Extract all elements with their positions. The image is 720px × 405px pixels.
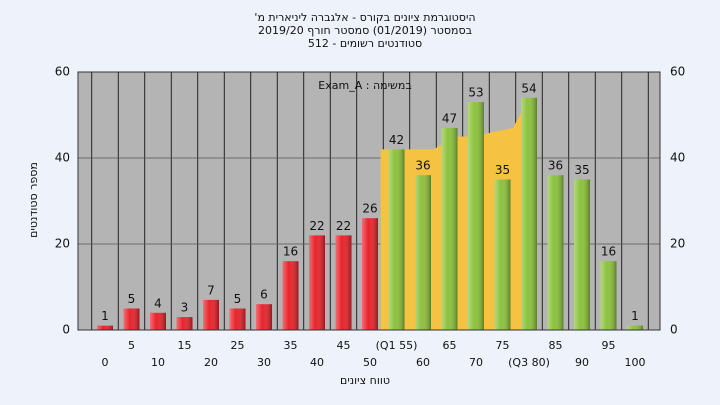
data-label: 6 xyxy=(260,288,268,302)
data-label: 1 xyxy=(631,309,639,323)
bar-shade xyxy=(574,179,590,330)
y-tick-label: 40 xyxy=(55,151,70,165)
bar-shade xyxy=(150,312,166,330)
data-label: 26 xyxy=(362,202,377,216)
y2-tick-label: 40 xyxy=(670,151,685,165)
bar-shade xyxy=(362,218,378,330)
bar-shade xyxy=(494,179,511,330)
chart-title: 'היסטוגרמת ציונים בקורס - אלגברה ליניארי… xyxy=(254,11,475,24)
bar-shade xyxy=(203,299,219,330)
data-label: 7 xyxy=(207,283,215,297)
x-tick-label: 10 xyxy=(151,356,165,369)
bar-shade xyxy=(282,261,299,330)
x-tick-label: 35 xyxy=(284,339,298,352)
x-tick-label: 65 xyxy=(443,339,457,352)
annotation: Exam_A : במשימה xyxy=(318,79,411,92)
data-label: 35 xyxy=(495,163,510,177)
y-tick-label: 0 xyxy=(62,323,70,337)
data-label: 54 xyxy=(521,81,536,95)
x-tick-label: 60 xyxy=(416,356,430,369)
y-tick-label: 20 xyxy=(55,237,70,251)
x-tick-label: (Q3 80) xyxy=(508,356,550,369)
data-label: 22 xyxy=(309,219,324,233)
data-label: 35 xyxy=(574,163,589,177)
data-label: 47 xyxy=(442,111,457,125)
chart-subtitle: סטודנטים רשומים - 512 xyxy=(308,37,422,50)
x-tick-label: 90 xyxy=(575,356,589,369)
bar-shade xyxy=(521,97,537,330)
data-label: 4 xyxy=(154,296,162,310)
x-tick-label: 70 xyxy=(469,356,483,369)
x-tick-label: 5 xyxy=(128,339,135,352)
bar-shade xyxy=(388,149,405,330)
x-tick-label: 30 xyxy=(257,356,271,369)
bar-shade xyxy=(468,102,484,330)
data-label: 36 xyxy=(548,159,563,173)
x-tick-label: 15 xyxy=(178,339,192,352)
x-tick-label: (Q1 55) xyxy=(376,339,418,352)
x-tick-label: 0 xyxy=(102,356,109,369)
y2-tick-label: 60 xyxy=(670,65,685,79)
y2-tick-label: 20 xyxy=(670,237,685,251)
x-tick-label: 50 xyxy=(363,356,377,369)
data-label: 1 xyxy=(101,309,109,323)
bar-shade xyxy=(229,308,246,330)
chart-subtitle: בסמסטר (01/2019) סמסטר חורף 2019/20 xyxy=(258,24,472,37)
y-tick-label: 60 xyxy=(55,65,70,79)
x-tick-label: 95 xyxy=(602,339,616,352)
data-label: 16 xyxy=(601,245,616,259)
x-tick-label: 75 xyxy=(496,339,510,352)
y2-tick-label: 0 xyxy=(670,323,678,337)
x-tick-label: 85 xyxy=(549,339,563,352)
bar-shade xyxy=(123,308,140,330)
bar-shade xyxy=(309,235,325,330)
plot-border xyxy=(77,71,661,331)
bar-shade xyxy=(256,304,272,330)
bar-shade xyxy=(176,317,193,330)
data-label: 53 xyxy=(468,86,483,100)
data-label: 36 xyxy=(415,159,430,173)
bar-shade xyxy=(97,325,113,330)
bar-shade xyxy=(415,175,431,330)
data-label: 5 xyxy=(128,292,136,306)
bar-shade xyxy=(627,325,643,330)
data-label: 42 xyxy=(389,133,404,147)
bar-shade xyxy=(547,175,564,330)
bar-shade xyxy=(335,235,352,330)
data-label: 3 xyxy=(181,301,189,315)
x-tick-label: 20 xyxy=(204,356,218,369)
x-axis-label: טווח ציונים xyxy=(340,374,390,387)
bar-shade xyxy=(441,127,458,331)
x-tick-label: 45 xyxy=(337,339,351,352)
bar-shade xyxy=(600,261,617,330)
data-label: 16 xyxy=(283,245,298,259)
data-label: 22 xyxy=(336,219,351,233)
data-label: 5 xyxy=(234,292,242,306)
x-tick-label: 25 xyxy=(231,339,245,352)
x-tick-label: 100 xyxy=(625,356,646,369)
y-axis-label: מספר סטודנטים xyxy=(27,162,40,238)
x-tick-label: 40 xyxy=(310,356,324,369)
